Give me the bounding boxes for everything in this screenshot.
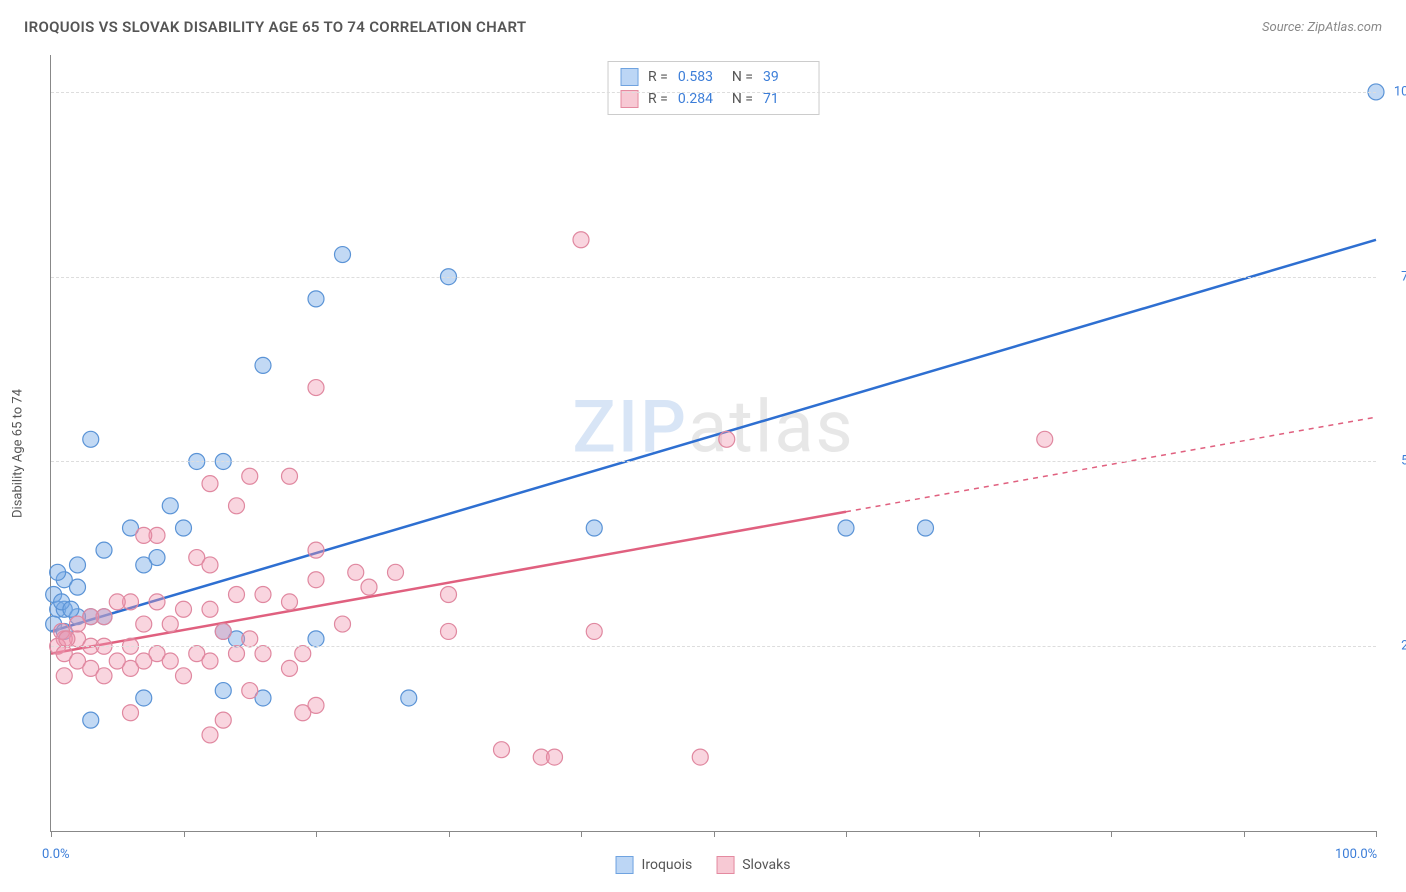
- x-tick: [1111, 831, 1112, 837]
- plot-svg: [51, 55, 1376, 831]
- y-tick-label: 25.0%: [1381, 639, 1406, 654]
- slovaks-r-value: 0.284: [678, 91, 722, 107]
- y-tick-label: 75.0%: [1381, 269, 1406, 284]
- r-label: R =: [648, 69, 668, 85]
- slovaks-legend-swatch-icon: [716, 856, 734, 874]
- title-row: IROQUOIS VS SLOVAK DISABILITY AGE 65 TO …: [0, 0, 1406, 44]
- x-axis-min-label: 0.0%: [42, 847, 70, 862]
- legend-label-slovaks: Slovaks: [742, 857, 790, 873]
- x-tick: [846, 831, 847, 837]
- x-tick: [979, 831, 980, 837]
- x-tick: [714, 831, 715, 837]
- stats-box: R = 0.583 N = 39 R = 0.284 N = 71: [607, 61, 820, 115]
- r-label: R =: [648, 91, 668, 107]
- x-tick: [581, 831, 582, 837]
- n-label: N =: [732, 91, 753, 107]
- gridline: [51, 277, 1376, 278]
- legend-item-iroquois: Iroquois: [616, 856, 693, 874]
- x-tick: [1376, 831, 1377, 837]
- iroquois-r-value: 0.583: [678, 69, 722, 85]
- iroquois-n-value: 39: [763, 69, 807, 85]
- slovaks-n-value: 71: [763, 91, 807, 107]
- y-axis-title: Disability Age 65 to 74: [11, 389, 26, 518]
- legend-item-slovaks: Slovaks: [716, 856, 790, 874]
- source-label: Source:: [1262, 20, 1304, 35]
- y-tick-label: 100.0%: [1381, 84, 1406, 99]
- stats-row-iroquois: R = 0.583 N = 39: [620, 66, 807, 88]
- legend: Iroquois Slovaks: [616, 856, 791, 874]
- x-tick: [51, 831, 52, 837]
- iroquois-swatch-icon: [620, 68, 638, 86]
- gridline: [51, 646, 1376, 647]
- gridline: [51, 461, 1376, 462]
- plot-area: ZIPatlas R = 0.583 N = 39 R = 0.284 N = …: [50, 55, 1376, 832]
- chart-title: IROQUOIS VS SLOVAK DISABILITY AGE 65 TO …: [24, 18, 526, 36]
- x-tick: [449, 831, 450, 837]
- x-tick: [316, 831, 317, 837]
- x-axis-max-label: 100.0%: [1335, 847, 1377, 862]
- source-name: ZipAtlas.com: [1307, 20, 1382, 35]
- legend-label-iroquois: Iroquois: [642, 857, 693, 873]
- gridline: [51, 92, 1376, 93]
- x-tick: [184, 831, 185, 837]
- y-tick-label: 50.0%: [1381, 454, 1406, 469]
- iroquois-legend-swatch-icon: [616, 856, 634, 874]
- correlation-chart: IROQUOIS VS SLOVAK DISABILITY AGE 65 TO …: [0, 0, 1406, 892]
- source-attribution: Source: ZipAtlas.com: [1262, 20, 1382, 35]
- x-tick: [1244, 831, 1245, 837]
- n-label: N =: [732, 69, 753, 85]
